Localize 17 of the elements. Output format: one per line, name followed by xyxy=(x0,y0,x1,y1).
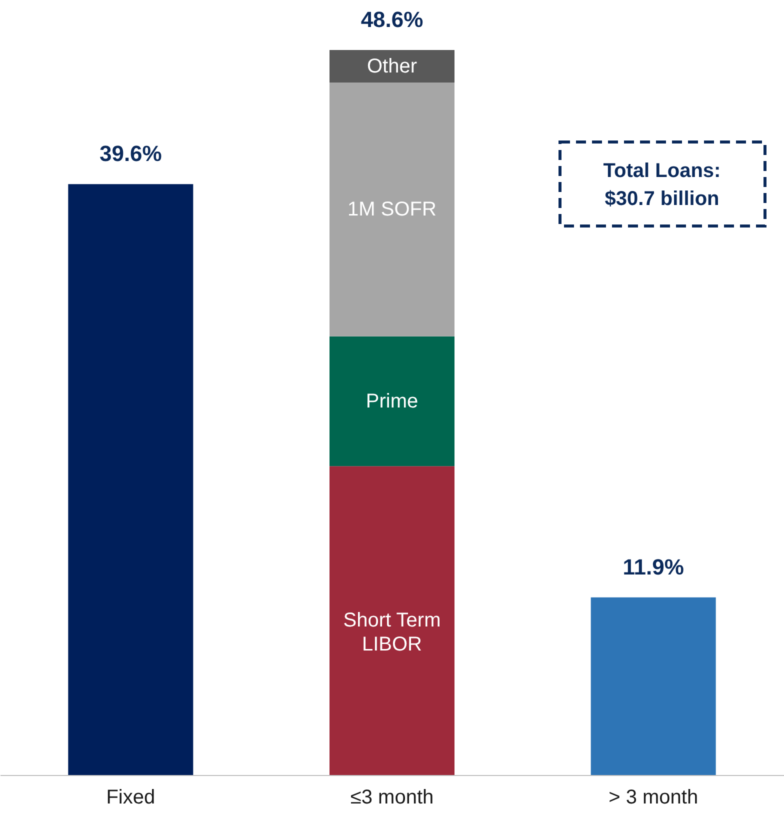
x-tick-label: Fixed xyxy=(106,786,156,808)
annotation: 39.6% xyxy=(99,141,162,166)
bar xyxy=(330,82,454,336)
series-label: 1M SOFR xyxy=(348,198,436,220)
annotation: 11.9% xyxy=(622,554,684,580)
series-label: Other xyxy=(366,55,418,78)
bar xyxy=(330,336,454,466)
bar xyxy=(330,466,454,775)
series-label: Short Term LIBOR xyxy=(343,610,441,656)
annotation: 48.6% xyxy=(360,7,424,32)
bar xyxy=(68,184,194,775)
bar xyxy=(330,50,454,83)
series-label: Prime xyxy=(366,390,418,412)
x-tick-label: > 3 month xyxy=(608,786,698,808)
annotation: Total Loans: $30.7 billion xyxy=(603,160,721,210)
x-tick-label: ≤3 month xyxy=(350,786,434,808)
bar xyxy=(590,597,716,775)
